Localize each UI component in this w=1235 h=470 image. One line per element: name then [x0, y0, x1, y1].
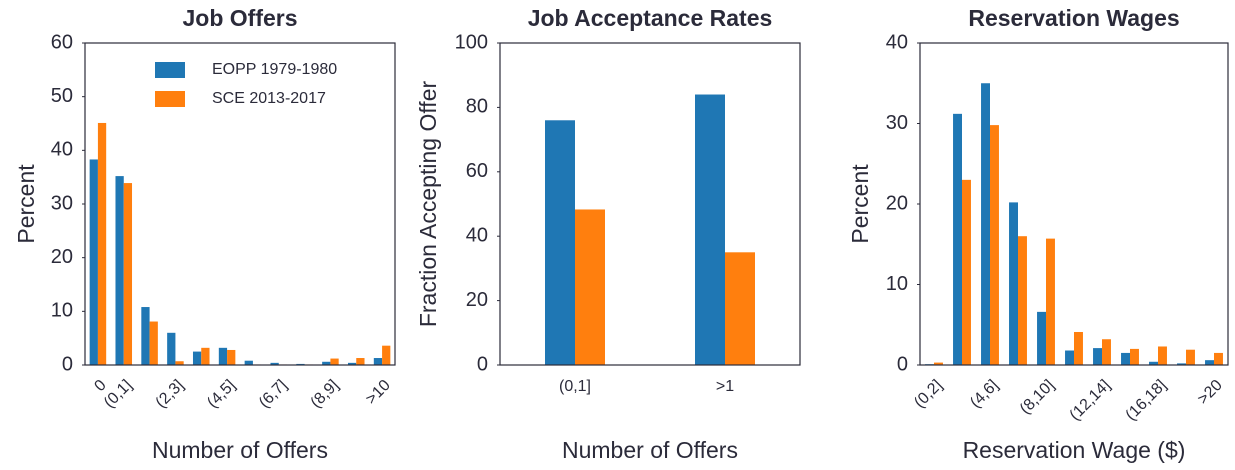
plot-frame: [84, 42, 396, 366]
bar: [1018, 236, 1027, 365]
bar: [1046, 238, 1055, 365]
y-tick-label: 20: [886, 192, 908, 214]
bar: [167, 332, 176, 365]
bar: [192, 351, 202, 365]
bar: [149, 321, 158, 365]
bar: [545, 120, 575, 365]
y-tick-label: 50: [51, 85, 73, 107]
y-tick-label: 10: [51, 300, 73, 322]
y-tick-label: 100: [455, 31, 488, 53]
bar: [1009, 202, 1018, 365]
bar: [115, 176, 124, 365]
bar: [347, 362, 357, 365]
legend-swatch: [155, 62, 185, 78]
bar: [962, 179, 971, 365]
chart-title: Job Offers: [182, 5, 297, 31]
x-tick-label: (0,1]: [559, 378, 591, 395]
y-tick-label: 10: [886, 273, 908, 295]
bar: [725, 252, 755, 365]
y-axis-label: Percent: [13, 164, 39, 244]
y-tick-label: 60: [466, 160, 488, 182]
bar: [1149, 361, 1158, 365]
plot-frame: [499, 42, 801, 366]
x-tick-label: (4,5]: [204, 377, 239, 412]
bar: [1102, 339, 1111, 365]
y-tick-label: 0: [897, 353, 908, 375]
chart-title: Reservation Wages: [968, 5, 1179, 31]
chart-title: Job Acceptance Rates: [528, 5, 773, 31]
y-tick-label: 40: [51, 139, 73, 161]
x-tick-label: (0,2]: [911, 377, 946, 412]
bar: [1130, 348, 1139, 365]
bar: [1121, 352, 1130, 365]
bar: [218, 347, 228, 365]
bar: [123, 183, 133, 365]
x-tick-label: >1: [716, 378, 734, 395]
y-tick-label: 0: [62, 353, 73, 375]
y-tick-label: 30: [886, 112, 908, 134]
bar: [1205, 360, 1214, 365]
y-tick-label: 40: [886, 31, 908, 53]
bar: [373, 358, 383, 365]
bar: [575, 209, 605, 365]
bar: [227, 349, 236, 365]
y-tick-label: 20: [51, 246, 73, 268]
bar: [1074, 331, 1083, 365]
bar: [89, 159, 98, 365]
x-tick-label: >10: [363, 377, 394, 408]
legend-swatch: [155, 91, 185, 107]
bar: [141, 307, 150, 365]
bar: [382, 345, 391, 365]
y-axis-label: Fraction Accepting Offer: [415, 81, 441, 328]
bar: [1065, 350, 1074, 365]
x-tick-label: (16,18]: [1123, 377, 1170, 424]
bar: [1158, 346, 1167, 365]
bar: [356, 358, 365, 365]
bar: [934, 362, 943, 365]
bar: [1177, 363, 1186, 365]
x-axis-label: Reservation Wage ($): [963, 437, 1186, 463]
bar: [201, 347, 210, 365]
x-axis-label: Number of Offers: [152, 437, 328, 463]
bar: [322, 361, 331, 365]
plot-frame: [919, 42, 1229, 366]
x-tick-label: (8,10]: [1017, 377, 1058, 418]
bar: [981, 83, 990, 365]
x-tick-label: >20: [1195, 377, 1226, 408]
x-tick-label: (4,6]: [967, 377, 1002, 412]
legend-label: EOPP 1979-1980: [212, 61, 337, 78]
bar: [1093, 348, 1102, 365]
bar: [1214, 352, 1223, 365]
x-tick-label: (6,7]: [256, 377, 291, 412]
y-tick-label: 30: [51, 192, 73, 214]
x-tick-label: (2,3]: [153, 377, 188, 412]
bar: [244, 360, 253, 365]
bar: [330, 358, 339, 365]
bar: [695, 94, 725, 366]
x-tick-label: (8,9]: [308, 377, 343, 412]
bar: [175, 361, 184, 365]
y-tick-label: 20: [466, 289, 488, 311]
legend-label: SCE 2013-2017: [212, 90, 326, 107]
x-tick-label: (12,14]: [1067, 377, 1114, 424]
bar: [990, 125, 999, 365]
y-tick-label: 0: [477, 353, 488, 375]
bar: [270, 362, 279, 365]
y-tick-label: 80: [466, 96, 488, 118]
x-axis-label: Number of Offers: [562, 437, 738, 463]
y-axis-label: Percent: [847, 164, 873, 244]
bar: [1037, 311, 1046, 365]
y-tick-label: 40: [466, 224, 488, 246]
y-tick-label: 60: [51, 31, 73, 53]
bar: [97, 122, 107, 365]
x-tick-label: (0,1]: [101, 377, 136, 412]
bar: [1186, 349, 1195, 365]
bar: [953, 113, 962, 365]
